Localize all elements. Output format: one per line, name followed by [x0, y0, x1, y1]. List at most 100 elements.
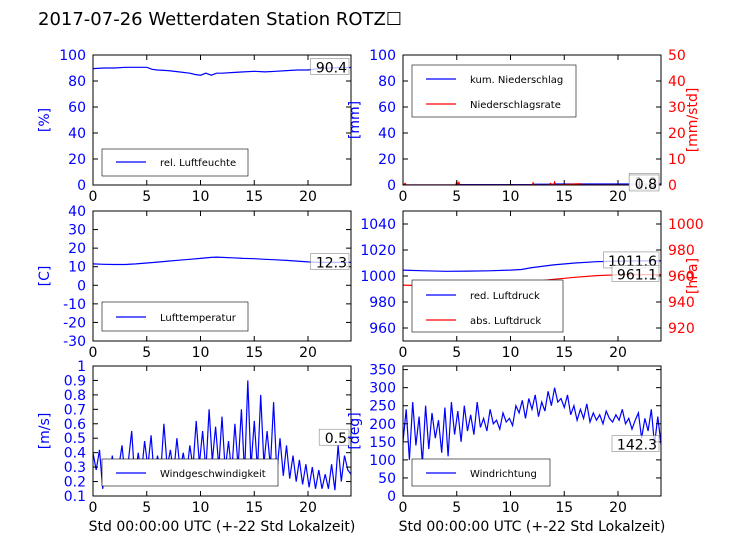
y-tick-label: 0.3	[64, 460, 86, 476]
y-tick-label: 20	[68, 241, 86, 257]
x-tick-label: 15	[245, 500, 263, 516]
y-tick-label: 960	[369, 321, 396, 337]
y-axis-label: [deg]	[347, 412, 363, 449]
y-tick-label: 150	[369, 435, 396, 451]
panel-pressure: 0 5 10 15 20 960 980 1000 1020 1040 920 940 960 980 10…	[360, 210, 704, 361]
y-tick-label: 0.7	[64, 402, 86, 418]
y-tick-label: 40	[68, 204, 86, 220]
legend-entry: red. Luftdruck	[470, 291, 540, 302]
y2-tick-label: 40	[668, 74, 686, 90]
y-tick-label: 1020	[360, 243, 396, 259]
x-tick-label: 20	[609, 189, 627, 205]
series-line-temperature-0	[93, 256, 351, 266]
value-label-box	[310, 58, 350, 75]
legend-box	[411, 64, 577, 118]
x-tick-label: 5	[142, 345, 151, 361]
x-axis-label: Std 00:00:00 UTC (+-22 Std Lokalzeit)	[89, 519, 356, 535]
y2-tick-label: 1000	[668, 217, 704, 233]
y-tick-label: 80	[68, 74, 86, 90]
x-tick-label: 10	[192, 500, 210, 516]
y-axis-label: [%]	[37, 108, 53, 132]
y-tick-label: 50	[378, 471, 396, 487]
y2-tick-label: 50	[668, 48, 686, 64]
legend-entry: kum. Niederschlag	[470, 75, 563, 86]
legend-entry: Niederschlagsrate	[470, 100, 561, 111]
y-tick-label: 20	[378, 152, 396, 168]
y2-tick-label: 0	[668, 178, 677, 194]
y2-tick-label: 20	[668, 126, 686, 142]
x-tick-label: 0	[399, 189, 408, 205]
y-tick-label: 0	[77, 178, 86, 194]
legend-entry: Windrichtung	[470, 469, 537, 480]
y-tick-label: 100	[369, 453, 396, 469]
value-label: 142.3	[617, 438, 657, 454]
legend: Lufttemperatur	[101, 301, 249, 332]
y-tick-label: 10	[68, 260, 86, 276]
value-label: 0.5	[325, 431, 347, 447]
x-tick-label: 20	[299, 345, 317, 361]
x-tick-label: 20	[609, 345, 627, 361]
page-title: 2017-07-26 Wetterdaten Station ROTZ☐	[38, 9, 402, 30]
y-tick-label: 1	[77, 359, 86, 375]
y-tick-label: 40	[68, 126, 86, 142]
y-tick-label: 0.9	[64, 373, 86, 389]
y-tick-label: 0	[387, 489, 396, 505]
y2-tick-label: 10	[668, 152, 686, 168]
y-tick-label: 0	[77, 278, 86, 294]
y2-tick-label: 30	[668, 100, 686, 116]
value-label: 12.3	[316, 255, 347, 271]
x-tick-label: 5	[142, 500, 151, 516]
page-title-text: 2017-07-26 Wetterdaten Station ROTZ	[38, 9, 386, 30]
x-tick-label: 5	[452, 345, 461, 361]
legend-entry: Windgeschwindigkeit	[160, 469, 266, 480]
y-tick-label: 80	[378, 74, 396, 90]
series-line-humidity-0	[93, 66, 351, 76]
y-tick-label: 0.2	[64, 475, 86, 491]
axes-frame	[92, 54, 352, 186]
panel-temperature: 0 5 10 15 20 -30 -20 -10 0 10 20 30 40 [C] 12.3 Lufttem…	[37, 204, 352, 361]
value-label-box	[628, 174, 660, 192]
y-tick-label: 60	[68, 100, 86, 116]
legend-box	[411, 279, 564, 333]
x-tick-label: 10	[502, 345, 520, 361]
value-label-box	[611, 265, 660, 282]
y2-tick-label: 980	[668, 243, 695, 259]
x-tick-label: 0	[89, 345, 98, 361]
x-tick-label: 20	[299, 500, 317, 516]
value-label: 90.4	[316, 60, 347, 76]
value-label: 961.1	[617, 268, 657, 284]
y-tick-label: 1000	[360, 269, 396, 285]
y-tick-label: 100	[59, 48, 86, 64]
value-label-box	[318, 428, 350, 446]
y-tick-label: 60	[378, 100, 396, 116]
y-tick-label: -10	[63, 297, 86, 313]
x-tick-label: 15	[555, 189, 573, 205]
x-tick-label: 15	[245, 189, 263, 205]
value-label-box	[310, 253, 350, 270]
value-label-box	[611, 435, 660, 452]
y-axis-label: [C]	[37, 266, 53, 287]
y-tick-label: -20	[63, 315, 86, 331]
y-tick-label: 0.6	[64, 417, 86, 433]
y-tick-label: 350	[369, 363, 396, 379]
panel-windspeed: 0 5 10 15 200.10.20.30.40.50.60.70.80.91[m/s…	[37, 359, 355, 535]
y-tick-label: 0.5	[64, 431, 86, 447]
legend: kum. Niederschlag Niederschlagsrate	[411, 64, 577, 118]
x-tick-label: 5	[142, 189, 151, 205]
y-tick-label: 0.8	[64, 388, 86, 404]
x-tick-label: 0	[399, 500, 408, 516]
legend-entry: rel. Luftfeuchte	[160, 158, 236, 169]
y-tick-label: 20	[68, 152, 86, 168]
y-tick-label: 0	[387, 178, 396, 194]
x-tick-label: 0	[399, 345, 408, 361]
y-tick-label: 1040	[360, 217, 396, 233]
y-tick-label: 100	[369, 48, 396, 64]
axes-frame	[92, 365, 352, 497]
x-tick-label: 20	[609, 500, 627, 516]
y2-axis-label: [hPa]	[685, 258, 701, 294]
legend: rel. Luftfeuchte	[101, 148, 249, 177]
x-tick-label: 10	[192, 189, 210, 205]
y2-tick-label: 940	[668, 295, 695, 311]
